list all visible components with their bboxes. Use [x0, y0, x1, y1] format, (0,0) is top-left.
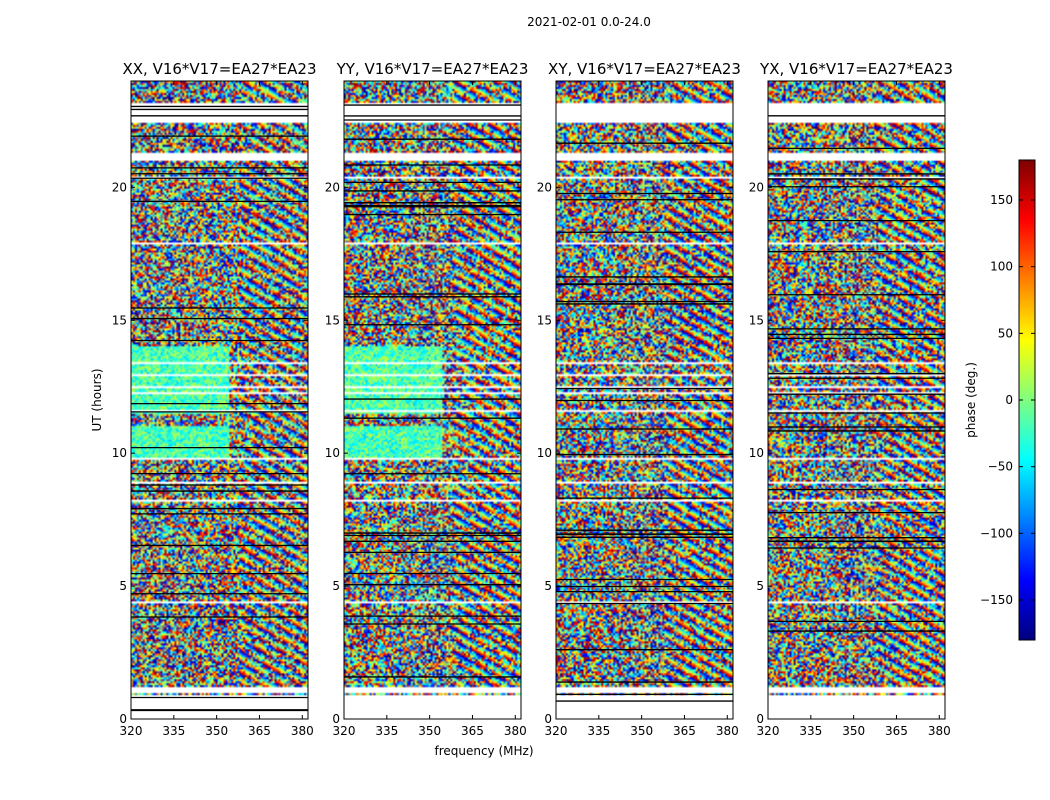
x-tick-label: 350	[418, 724, 441, 738]
panels-group: XX, V16*V17=EA27*EA23 320 335 350 365 380 0 5 10…	[112, 60, 953, 738]
phase-heatmap-yy	[344, 81, 521, 719]
panel-xy: XY, V16*V17=EA27*EA23 320 335 350 365 380 0 5 10…	[537, 60, 741, 738]
x-tick-label: 320	[120, 724, 143, 738]
x-tick-label: 350	[842, 724, 865, 738]
panel-frame	[130, 80, 309, 720]
figure-suptitle: 2021-02-01 0.0-24.0	[527, 15, 651, 29]
y-tick-label: 15	[537, 313, 552, 327]
colorbar-tick-label: −150	[980, 593, 1013, 607]
x-tick-label: 365	[673, 724, 696, 738]
x-tick-label: 320	[333, 724, 356, 738]
colorbar-label: phase (deg.)	[964, 362, 978, 438]
x-tick-label: 365	[248, 724, 271, 738]
phase-heatmap-yx	[768, 81, 945, 719]
y-tick-label: 15	[325, 313, 340, 327]
y-tick-label: 0	[544, 712, 552, 726]
y-tick-label: 0	[119, 712, 127, 726]
y-tick-label: 5	[544, 579, 552, 593]
colorbar: −150 −100 −50 0 50 100 150	[980, 159, 1036, 641]
x-tick-label: 335	[162, 724, 185, 738]
panel-yy: YY, V16*V17=EA27*EA23 320 335 350 365 380 0 5 10…	[325, 60, 529, 738]
panel-frame	[343, 80, 522, 720]
panel-xx: XX, V16*V17=EA27*EA23 320 335 350 365 380 0 5 10…	[112, 60, 317, 738]
colorbar-tick-label: 150	[990, 193, 1013, 207]
colorbar-tick-label: −50	[988, 460, 1013, 474]
x-tick-label: 380	[504, 724, 527, 738]
x-tick-label: 335	[375, 724, 398, 738]
phase-heatmap-xx	[131, 81, 308, 719]
y-tick-label: 5	[119, 579, 127, 593]
x-tick-label: 320	[545, 724, 568, 738]
x-tick-label: 335	[799, 724, 822, 738]
panel-frame	[555, 80, 734, 720]
y-tick-label: 0	[332, 712, 340, 726]
y-tick-label: 10	[325, 446, 340, 460]
y-tick-label: 5	[332, 579, 340, 593]
panel-title-yy: YY, V16*V17=EA27*EA23	[336, 60, 529, 78]
colorbar-tick-label: 0	[1005, 393, 1013, 407]
y-axis-label: UT (hours)	[90, 368, 104, 431]
colorbar-tick-label: 100	[990, 260, 1013, 274]
panel-yx: YX, V16*V17=EA27*EA23 320 335 350 365 380 0 5 10…	[749, 60, 953, 738]
colorbar-tick-label: −100	[980, 526, 1013, 540]
y-tick-label: 10	[537, 446, 552, 460]
y-tick-label: 5	[756, 579, 764, 593]
y-tick-label: 10	[112, 446, 127, 460]
y-tick-label: 10	[749, 446, 764, 460]
x-tick-label: 365	[461, 724, 484, 738]
colorbar-tick-label: 50	[998, 326, 1013, 340]
y-tick-label: 15	[749, 313, 764, 327]
x-tick-label: 380	[928, 724, 951, 738]
y-tick-label: 15	[112, 313, 127, 327]
y-tick-label: 20	[749, 180, 764, 194]
x-tick-label: 350	[630, 724, 653, 738]
x-tick-label: 365	[885, 724, 908, 738]
y-tick-label: 0	[756, 712, 764, 726]
panel-title-yx: YX, V16*V17=EA27*EA23	[759, 60, 953, 78]
y-tick-label: 20	[112, 180, 127, 194]
panel-title-xy: XY, V16*V17=EA27*EA23	[548, 60, 741, 78]
panel-frame	[767, 80, 946, 720]
panel-title-xx: XX, V16*V17=EA27*EA23	[122, 60, 316, 78]
x-tick-label: 320	[757, 724, 780, 738]
x-axis-label: frequency (MHz)	[434, 744, 533, 758]
y-tick-label: 20	[537, 180, 552, 194]
x-tick-label: 335	[587, 724, 610, 738]
y-tick-label: 20	[325, 180, 340, 194]
x-tick-label: 350	[205, 724, 228, 738]
x-tick-label: 380	[716, 724, 739, 738]
x-tick-label: 380	[291, 724, 314, 738]
